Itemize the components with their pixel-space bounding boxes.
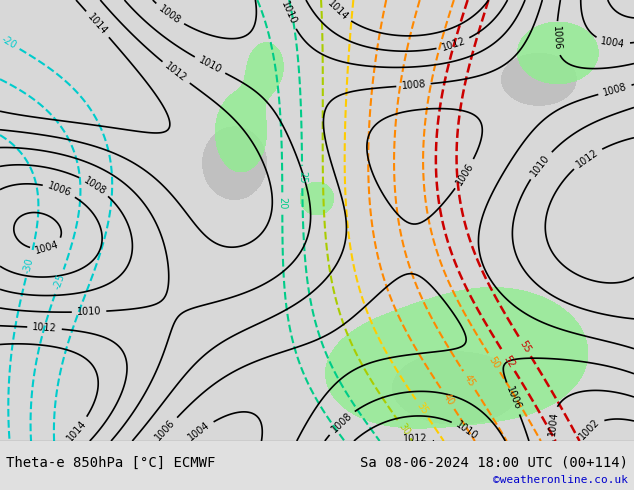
Text: 1012: 1012 — [440, 36, 467, 53]
Text: 1006: 1006 — [46, 181, 73, 199]
Text: 55: 55 — [517, 339, 533, 355]
Text: 1004: 1004 — [186, 420, 212, 443]
Text: -25: -25 — [52, 272, 67, 291]
Text: ©weatheronline.co.uk: ©weatheronline.co.uk — [493, 475, 628, 485]
Text: 1014: 1014 — [325, 0, 350, 23]
Text: 1012: 1012 — [403, 434, 428, 444]
Text: 1004: 1004 — [34, 240, 60, 256]
Text: 1008: 1008 — [157, 3, 183, 25]
Text: Sa 08-06-2024 18:00 UTC (00+114): Sa 08-06-2024 18:00 UTC (00+114) — [359, 456, 628, 470]
Text: 45: 45 — [462, 372, 477, 389]
Text: 1006: 1006 — [153, 418, 178, 443]
Text: 1008: 1008 — [81, 175, 107, 196]
Text: 1010: 1010 — [279, 0, 298, 26]
Text: 30: 30 — [396, 421, 411, 437]
Text: 35: 35 — [415, 401, 430, 416]
Text: 50: 50 — [486, 355, 501, 370]
Text: 1004: 1004 — [547, 411, 559, 436]
Text: 1010: 1010 — [529, 152, 552, 178]
Text: 1014: 1014 — [86, 12, 110, 37]
Text: -30: -30 — [22, 257, 36, 274]
Text: 1010: 1010 — [77, 306, 101, 317]
Text: 1012: 1012 — [163, 61, 189, 84]
Text: 52: 52 — [501, 353, 516, 369]
Text: -20: -20 — [0, 34, 18, 51]
Text: 1008: 1008 — [329, 410, 354, 434]
Text: 1012: 1012 — [574, 147, 600, 169]
Text: 1008: 1008 — [602, 82, 628, 98]
Text: 20: 20 — [277, 197, 287, 210]
Text: 1010: 1010 — [197, 55, 223, 75]
Text: Theta-e 850hPa [°C] ECMWF: Theta-e 850hPa [°C] ECMWF — [6, 456, 216, 470]
Text: 1014: 1014 — [65, 418, 88, 443]
Text: 1008: 1008 — [401, 79, 426, 91]
Text: 40: 40 — [441, 392, 456, 408]
Text: 25: 25 — [297, 171, 307, 183]
Text: 1006: 1006 — [504, 385, 522, 412]
Text: 1006: 1006 — [551, 26, 562, 51]
Text: 1012: 1012 — [32, 322, 57, 334]
Text: 1006: 1006 — [454, 161, 476, 187]
Text: 1010: 1010 — [454, 419, 480, 442]
Text: 1004: 1004 — [600, 36, 626, 49]
Text: 1002: 1002 — [578, 416, 602, 441]
